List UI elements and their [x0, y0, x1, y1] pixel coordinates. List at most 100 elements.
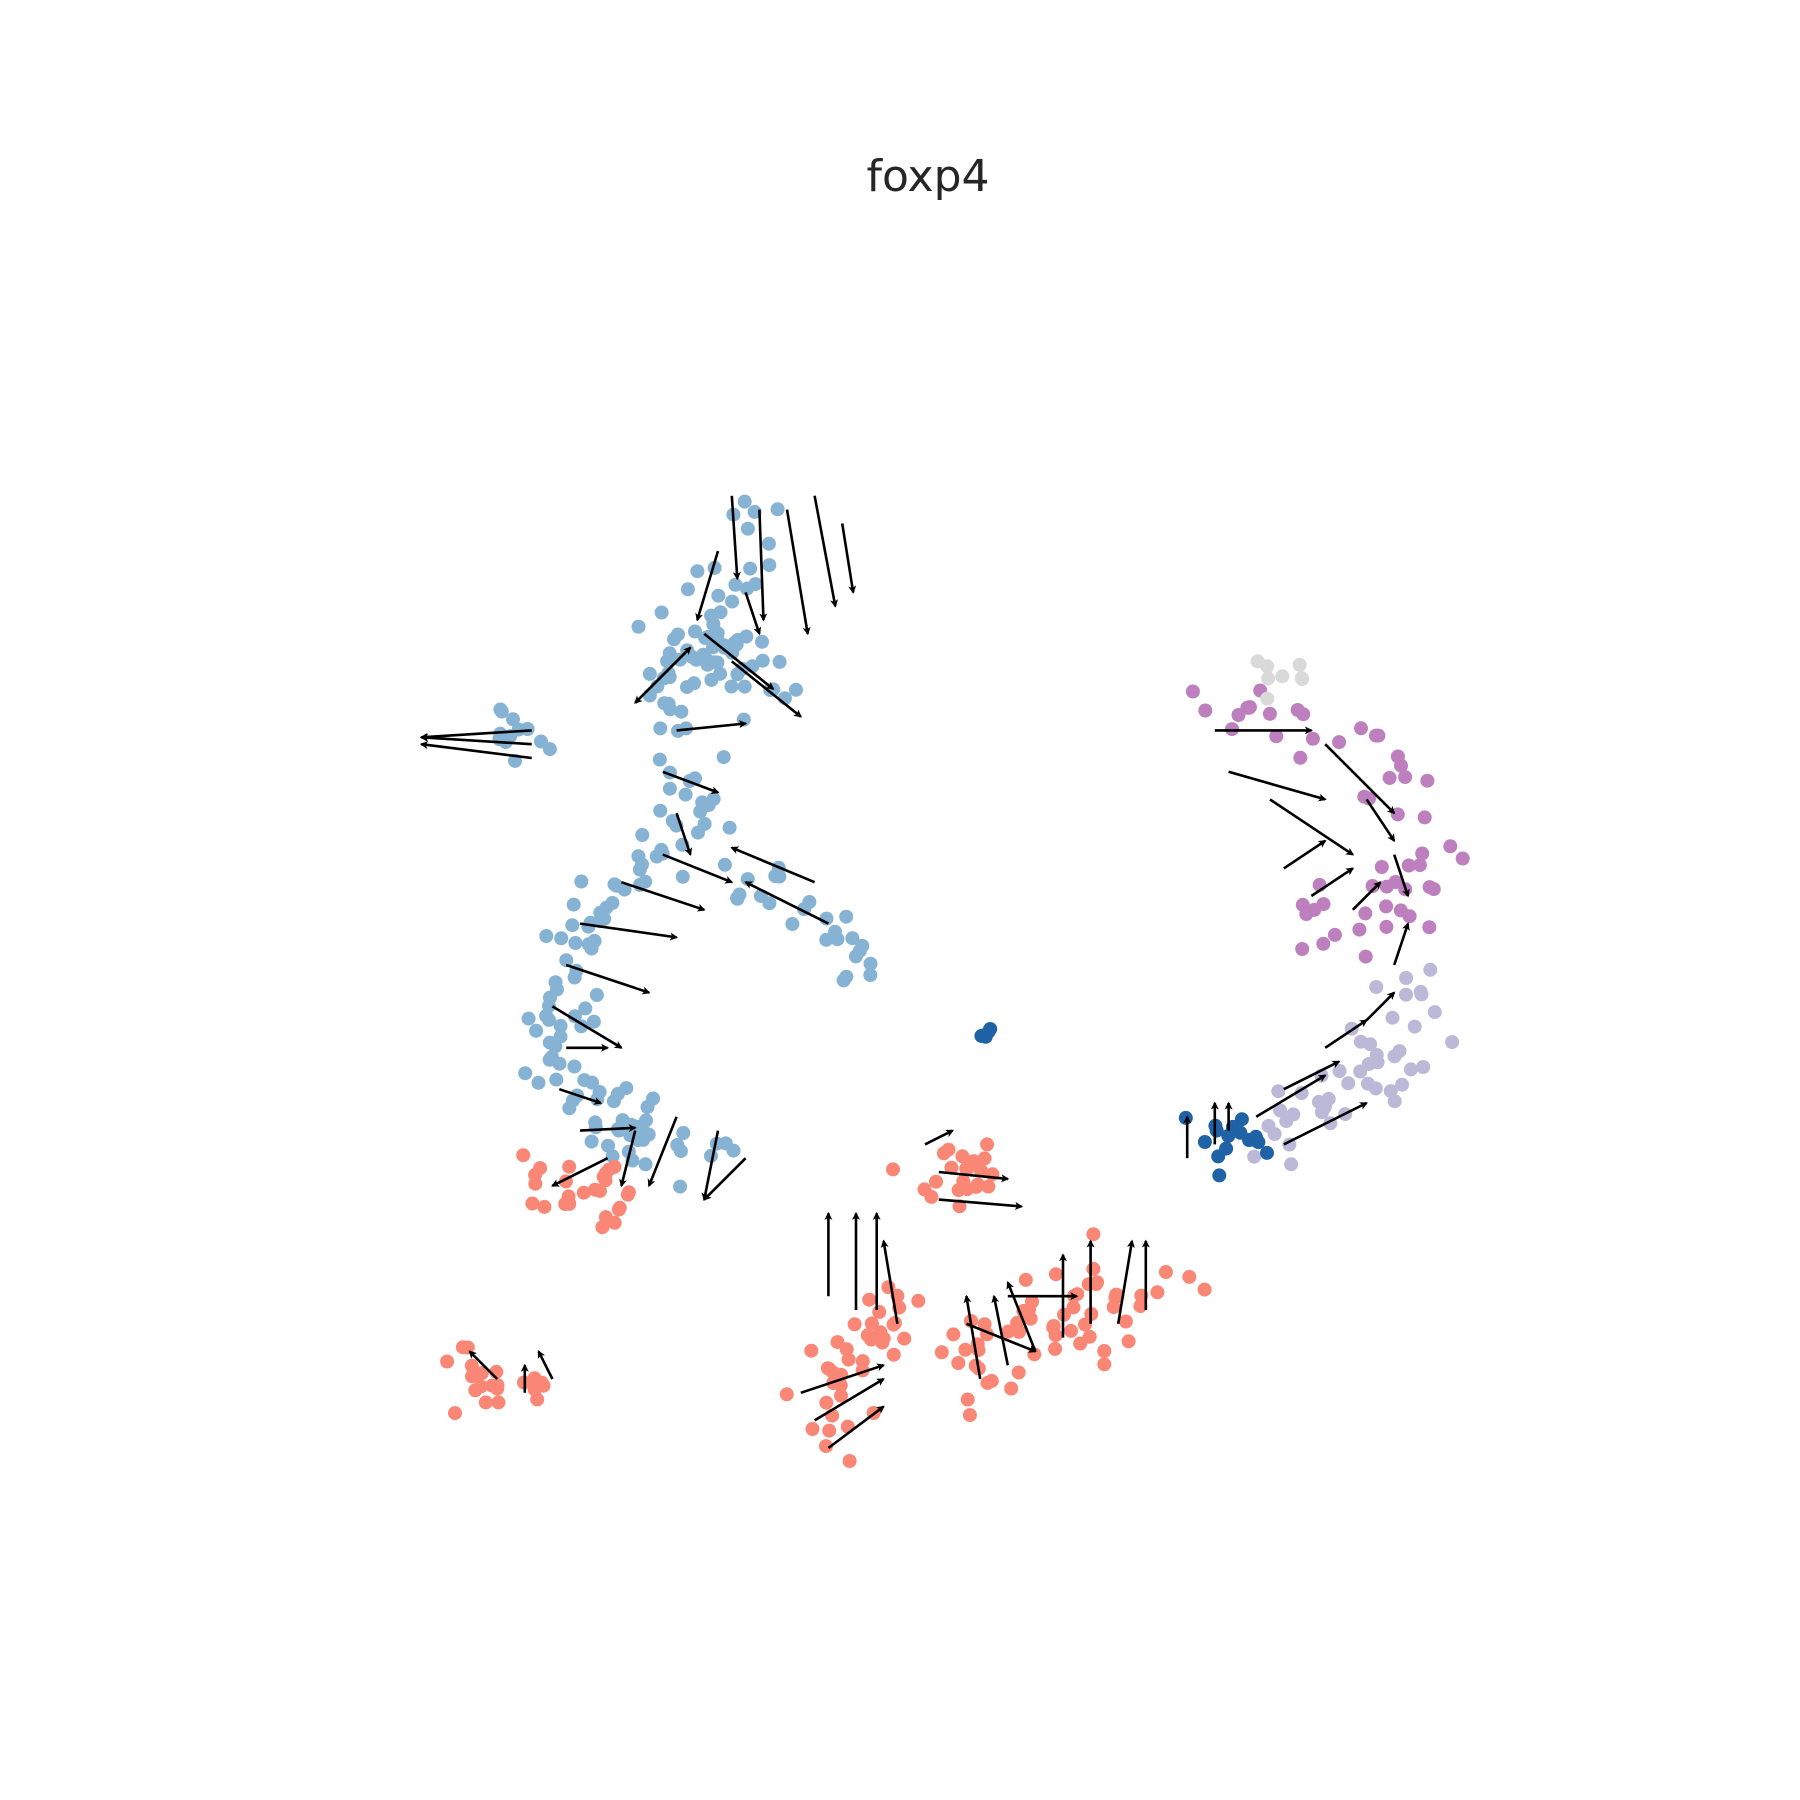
cell-point [1358, 906, 1373, 921]
velocity-arrow [579, 922, 679, 941]
velocity-arrow [1269, 798, 1355, 856]
cell-point [1110, 1288, 1125, 1303]
cell-point [826, 1365, 841, 1380]
cell-point [830, 1335, 845, 1350]
cell-point [1004, 1381, 1019, 1396]
cell-point [819, 1395, 834, 1410]
velocity-arrow [537, 1350, 554, 1380]
cell-point [518, 1066, 533, 1081]
cell-point [1010, 1315, 1025, 1330]
cell-point [875, 1335, 890, 1350]
velocity-arrow [620, 880, 706, 912]
cell-point [1402, 909, 1417, 924]
cell-point [1178, 1110, 1193, 1125]
cell-point [542, 742, 557, 757]
cell-point [642, 666, 657, 681]
cell-point [494, 704, 509, 719]
cell-point [1390, 807, 1405, 822]
cell-point [529, 1023, 544, 1038]
cell-point [718, 1136, 733, 1151]
cell-point [1150, 1285, 1165, 1300]
cell-point [762, 896, 777, 911]
cell-point [598, 1173, 613, 1188]
velocity-arrow [1324, 1019, 1368, 1049]
cell-point [1212, 1168, 1227, 1183]
velocity-arrow [1392, 854, 1410, 898]
velocity-arrow [1283, 839, 1327, 870]
cell-point [847, 1317, 862, 1332]
cell-point [1234, 1112, 1249, 1127]
cell-point [841, 1352, 856, 1367]
cell-point [944, 1160, 959, 1175]
velocity-arrow [695, 550, 720, 622]
cell-point [642, 688, 657, 703]
cell-point [680, 582, 695, 597]
cell-point [848, 949, 863, 964]
velocity-arrow [963, 1294, 982, 1380]
velocity-arrow [565, 963, 651, 995]
cell-point [567, 1059, 582, 1074]
cell-point [1412, 858, 1427, 873]
cell-point [1415, 846, 1430, 861]
cell-point [674, 704, 689, 719]
velocity-arrow [938, 1198, 1024, 1210]
velocity-arrow [662, 770, 720, 794]
velocity-arrow [965, 1322, 1037, 1353]
velocity-arrow [730, 660, 802, 718]
cell-point [638, 874, 653, 889]
cell-point [727, 635, 742, 650]
cell-point [722, 820, 737, 835]
cell-point [673, 1144, 688, 1159]
cell-point [641, 1127, 656, 1142]
cell-point [607, 1159, 622, 1174]
cell-point [562, 1101, 577, 1116]
cell-point [693, 804, 708, 819]
cell-point [1371, 728, 1386, 743]
cell-point [549, 1072, 564, 1087]
cell-point [521, 1011, 536, 1026]
cell-point [1361, 1057, 1376, 1071]
cell-point [1018, 1272, 1033, 1287]
cell-point [743, 561, 758, 576]
cell-point [559, 953, 574, 968]
velocity-arrow [1116, 1239, 1135, 1325]
cell-point [1260, 1145, 1274, 1160]
velocity-arrow [1365, 991, 1396, 1022]
cell-point [934, 1345, 949, 1360]
cell-point [599, 900, 614, 915]
cell-point [730, 891, 745, 906]
velocity-arrow [703, 1157, 747, 1201]
velocity-arrow [703, 632, 775, 691]
cell-point [1443, 839, 1458, 854]
cell-point [748, 577, 763, 592]
velocity-arrow [647, 1116, 678, 1188]
cell-point [1420, 773, 1435, 788]
cell-point [872, 1305, 887, 1319]
cell-point [785, 917, 800, 931]
cell-point [728, 577, 743, 592]
cell-point [1260, 691, 1275, 706]
cell-point [619, 1081, 634, 1096]
cell-point [1097, 1344, 1112, 1358]
velocity-arrow [419, 733, 532, 746]
cell-point [836, 973, 851, 988]
cell-point [548, 1039, 563, 1054]
cell-point [607, 1215, 622, 1230]
cell-point [632, 862, 647, 877]
cell-point [490, 1381, 505, 1396]
cell-point [1379, 899, 1394, 914]
cell-point [740, 521, 755, 536]
cell-point [662, 781, 677, 796]
cell-point [968, 1358, 983, 1373]
cell-point [863, 968, 878, 982]
cell-point [819, 1439, 833, 1454]
cell-point [1352, 922, 1367, 937]
cell-point [1293, 750, 1308, 765]
cell-point [1414, 987, 1429, 1002]
cell-point [574, 874, 589, 889]
cell-point [1271, 1084, 1286, 1099]
velocity-arrow [619, 1130, 637, 1188]
velocity-arrow [551, 1157, 609, 1187]
cell-point [1395, 1077, 1410, 1092]
cell-point [1316, 936, 1331, 951]
